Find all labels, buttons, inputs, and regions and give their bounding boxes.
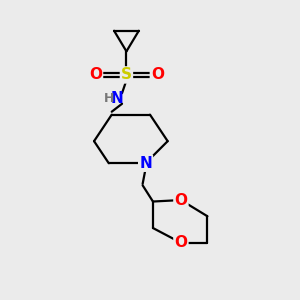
Text: H: H bbox=[103, 92, 114, 105]
Text: O: O bbox=[174, 193, 188, 208]
Text: S: S bbox=[121, 68, 132, 82]
Text: O: O bbox=[89, 68, 102, 82]
Text: O: O bbox=[151, 68, 164, 82]
Text: N: N bbox=[139, 156, 152, 171]
Text: N: N bbox=[111, 91, 124, 106]
Text: O: O bbox=[174, 235, 188, 250]
